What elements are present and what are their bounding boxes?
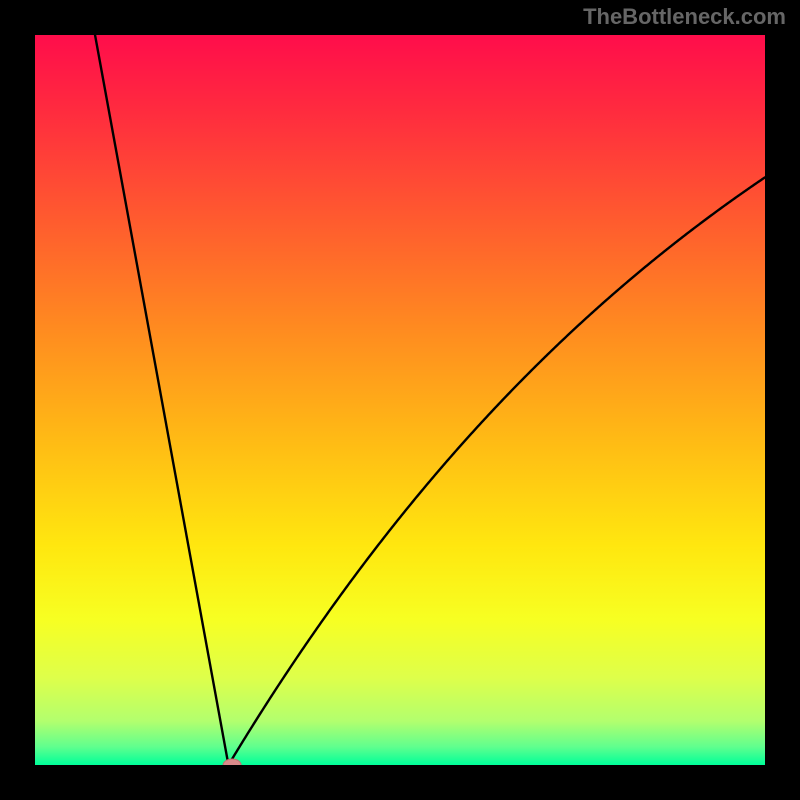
attribution-label: TheBottleneck.com: [583, 4, 786, 30]
gradient-background: [35, 35, 765, 765]
chart-container: TheBottleneck.com: [0, 0, 800, 800]
chart-svg: [35, 35, 765, 765]
plot-area: [35, 35, 765, 765]
